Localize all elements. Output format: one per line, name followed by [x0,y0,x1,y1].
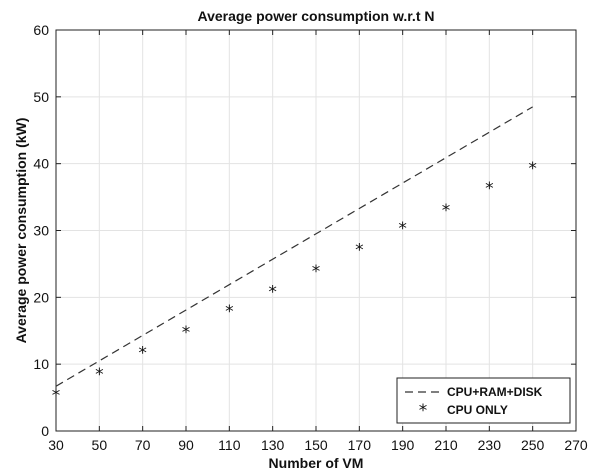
x-tick-label: 190 [391,437,415,453]
series-cpu-only-point: * [485,179,494,199]
chart-title: Average power consumption w.r.t N [197,8,434,24]
y-tick-label: 20 [33,289,49,305]
series-cpu-only-point: * [355,241,364,261]
x-tick-label: 110 [218,437,241,453]
y-tick-label: 10 [33,356,49,372]
series-cpu-only-point: * [182,323,191,343]
y-tick-label: 60 [33,22,49,38]
y-tick-label: 50 [33,89,49,105]
series-cpu-only-point: * [528,159,537,179]
legend-label-cpu-ram-disk: CPU+RAM+DISK [447,385,543,399]
grid [56,30,576,431]
y-axis-title: Average power consumption (kW) [13,118,29,344]
legend: CPU+RAM+DISK * CPU ONLY [396,377,571,424]
legend-box [396,377,571,424]
axis-ticks: 30 50 70 90 110 130 150 170 190 210 230 250 270 0 10 20… [33,22,587,453]
series-cpu-ram-disk-line [55,106,533,387]
x-tick-label: 250 [521,437,545,453]
series-layer: * * * * * * * * * * * * [52,106,537,406]
x-tick-label: 90 [178,437,194,453]
x-tick-label: 130 [261,437,285,453]
series-cpu-only-point: * [52,386,61,406]
x-tick-label: 150 [304,437,328,453]
series-cpu-only-point: * [138,343,147,363]
series-cpu-only-point: * [442,201,451,221]
x-tick-label: 50 [92,437,108,453]
y-tick-label: 0 [41,423,49,439]
x-tick-label: 30 [48,437,64,453]
x-tick-label: 70 [135,437,151,453]
series-cpu-only-point: * [312,262,321,282]
series-cpu-only-point: * [225,302,234,322]
x-tick-label: 270 [564,437,588,453]
series-cpu-only-point: * [95,365,104,385]
y-tick-label: 40 [33,156,49,172]
x-axis-title: Number of VM [269,455,364,471]
legend-label-cpu-only: CPU ONLY [447,403,508,417]
legend-swatch-cpu-only: * [419,401,428,421]
y-tick-label: 30 [33,223,49,239]
series-cpu-only-point: * [398,219,407,239]
x-tick-label: 230 [478,437,502,453]
x-tick-label: 210 [434,437,458,453]
series-cpu-only-point: * [268,283,277,303]
x-tick-label: 170 [348,437,372,453]
